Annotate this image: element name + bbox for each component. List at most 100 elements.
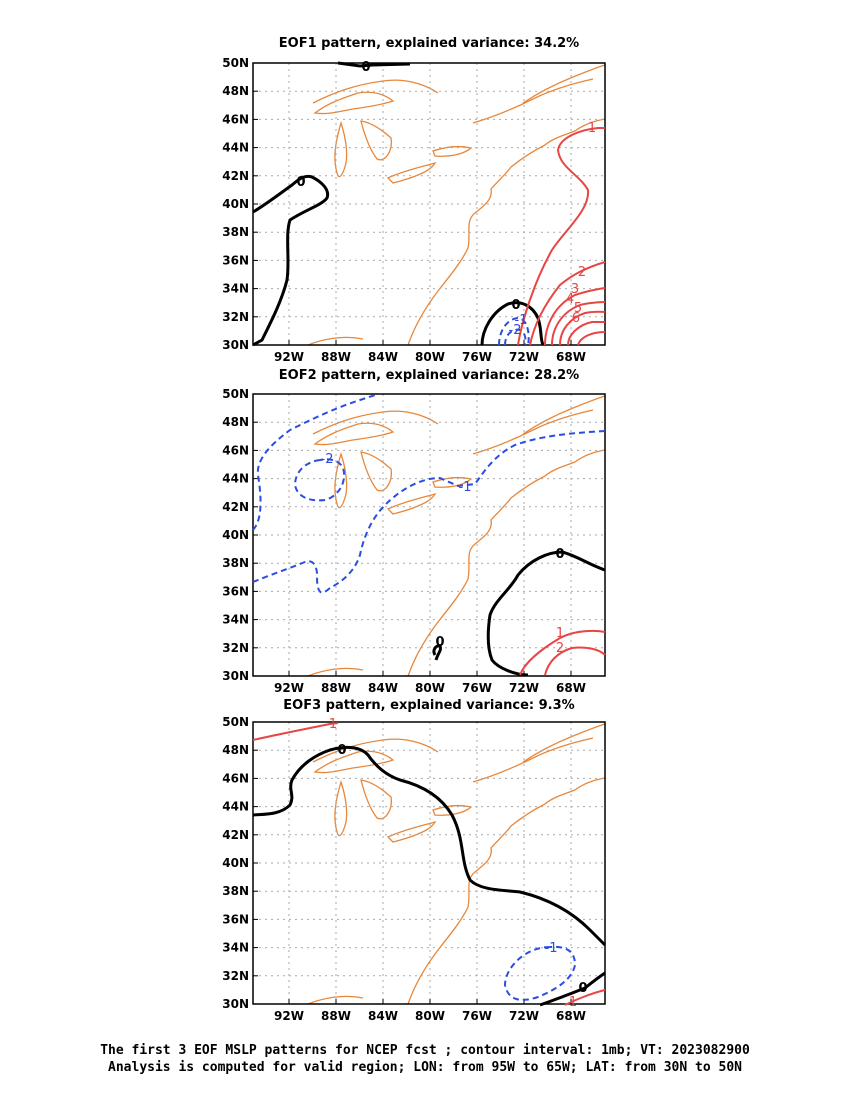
eof1-contour-labels: 0 0 0 -1 -2 1 2 3 4 5 6 bbox=[296, 60, 596, 338]
coastline-segment bbox=[307, 336, 364, 346]
eof2-label-pos1: 1 bbox=[556, 626, 564, 641]
lat-tick-label: 32N bbox=[222, 641, 249, 655]
eof2-pos2-contour bbox=[544, 646, 606, 676]
lat-tick-label: 30N bbox=[222, 669, 249, 683]
eof3-pos1-contour-south bbox=[564, 989, 606, 1006]
eof1-label-pos3: 3 bbox=[571, 282, 579, 297]
eof1-zero-contour-west bbox=[252, 174, 330, 347]
figure-caption: The first 3 EOF MSLP patterns for NCEP f… bbox=[0, 1042, 850, 1076]
eof3-contours bbox=[252, 722, 607, 1007]
eof2-label-neg1: -1 bbox=[459, 480, 472, 495]
lat-tick-label: 48N bbox=[222, 415, 249, 429]
lat-tick-label: 32N bbox=[222, 310, 249, 324]
lat-tick-label: 46N bbox=[222, 443, 249, 457]
lon-tick-label: 92W bbox=[274, 681, 304, 695]
lon-tick-label: 84W bbox=[368, 1009, 398, 1023]
coastline-segment bbox=[472, 737, 594, 783]
lon-tick-label: 68W bbox=[556, 681, 586, 695]
lat-tick-label: 48N bbox=[222, 84, 249, 98]
lat-tick-label: 32N bbox=[222, 969, 249, 983]
eof1-pos4-contour bbox=[551, 301, 606, 346]
lat-tick-label: 40N bbox=[222, 528, 249, 542]
lat-tick-label: 42N bbox=[222, 169, 249, 183]
lat-tick-label: 38N bbox=[222, 556, 249, 570]
coastline-segment bbox=[313, 91, 395, 115]
coastline-segment bbox=[407, 777, 606, 1005]
lat-tick-label: 40N bbox=[222, 856, 249, 870]
coastline-segment bbox=[386, 820, 437, 843]
coastline-segment bbox=[386, 492, 437, 515]
lat-tick-label: 30N bbox=[222, 997, 249, 1011]
lat-tick-label: 42N bbox=[222, 500, 249, 514]
eof2-zero-contour-small bbox=[432, 644, 442, 661]
lon-tick-label: 84W bbox=[368, 681, 398, 695]
eof1-contours bbox=[252, 61, 606, 347]
eof3-contour-labels: 1 0 -1 0 1 bbox=[329, 717, 588, 1010]
eof3-label-zero-main: 0 bbox=[337, 743, 346, 758]
coastline-segment bbox=[334, 120, 348, 178]
lon-tick-label: 92W bbox=[274, 350, 304, 364]
lon-tick-label: 72W bbox=[509, 681, 539, 695]
eof3-label-zero-south: 0 bbox=[578, 981, 587, 996]
lon-tick-label: 76W bbox=[462, 1009, 492, 1023]
eof3-neg1-contour bbox=[503, 945, 577, 1001]
eof1-coastlines bbox=[307, 64, 606, 346]
eof1-label-zero-west: 0 bbox=[296, 175, 305, 190]
lat-tick-label: 48N bbox=[222, 743, 249, 757]
coastline-segment bbox=[386, 161, 437, 184]
eof3-label-neg1: -1 bbox=[545, 941, 558, 956]
lat-tick-label: 42N bbox=[222, 828, 249, 842]
eof3-map: 50N 48N 46N 44N 42N 40N 38N 36N 34N 32N 30N 92W 88W 8… bbox=[222, 715, 607, 1023]
coastline-segment bbox=[472, 78, 594, 124]
eof1-label-pos4: 4 bbox=[566, 292, 574, 307]
eof1-label-zero-top: 0 bbox=[361, 60, 370, 75]
lat-tick-label: 44N bbox=[222, 141, 249, 155]
coastline-segment bbox=[522, 395, 606, 435]
lat-tick-label: 34N bbox=[222, 282, 249, 296]
eof1-title: EOF1 pattern, explained variance: 34.2% bbox=[278, 36, 580, 51]
eof2-title: EOF2 pattern, explained variance: 28.2% bbox=[278, 368, 580, 383]
eof2-neg1-contour-north bbox=[252, 393, 379, 531]
eof2-label-neg2: -2 bbox=[321, 452, 334, 467]
caption-line-1: The first 3 EOF MSLP patterns for NCEP f… bbox=[100, 1043, 750, 1058]
lon-tick-label: 84W bbox=[368, 350, 398, 364]
coastline-segment bbox=[472, 409, 594, 455]
lat-tick-label: 46N bbox=[222, 112, 249, 126]
coastline-segment bbox=[307, 667, 364, 677]
lat-tick-label: 46N bbox=[222, 771, 249, 785]
lat-tick-label: 36N bbox=[222, 253, 249, 267]
eof1-pos5-contour bbox=[559, 310, 606, 346]
eof1-label-pos5: 5 bbox=[574, 301, 582, 316]
caption-line-2: Analysis is computed for valid region; L… bbox=[108, 1060, 742, 1075]
coastline-segment bbox=[360, 451, 392, 492]
lat-tick-label: 34N bbox=[222, 941, 249, 955]
eof2-label-pos2: 2 bbox=[556, 641, 564, 656]
lat-tick-label: 36N bbox=[222, 912, 249, 926]
lat-tick-label: 38N bbox=[222, 225, 249, 239]
coastline-segment bbox=[407, 118, 606, 346]
eof3-grid bbox=[253, 722, 605, 1004]
lon-tick-label: 80W bbox=[415, 350, 445, 364]
lat-tick-label: 34N bbox=[222, 613, 249, 627]
lat-tick-label: 44N bbox=[222, 800, 249, 814]
lon-tick-label: 76W bbox=[462, 681, 492, 695]
coastline-segment bbox=[407, 449, 606, 677]
lat-tick-label: 36N bbox=[222, 584, 249, 598]
eof3-title: EOF3 pattern, explained variance: 9.3% bbox=[283, 698, 575, 713]
eof1-zero-contour-top bbox=[337, 61, 411, 68]
eof1-map: 50N 48N 46N 44N 42N 40N 38N 36N 34N 32N 30N 92W 88W 8… bbox=[222, 56, 606, 364]
eof1-panel: EOF1 pattern, explained variance: 34.2% … bbox=[0, 0, 850, 364]
eof3-zero-contour-south bbox=[539, 971, 606, 1007]
eof1-label-neg2: -2 bbox=[509, 323, 522, 338]
lon-tick-label: 68W bbox=[556, 1009, 586, 1023]
coastline-segment bbox=[522, 64, 606, 104]
coastline-segment bbox=[307, 995, 364, 1005]
eof3-label-pos1-north: 1 bbox=[329, 717, 337, 732]
coastline-segment bbox=[313, 750, 395, 774]
eof1-pos3-contour bbox=[544, 287, 606, 346]
lon-tick-label: 80W bbox=[415, 1009, 445, 1023]
eof1-pos6-contour bbox=[567, 321, 605, 346]
lat-tick-label: 50N bbox=[222, 715, 249, 729]
lon-tick-label: 72W bbox=[509, 1009, 539, 1023]
eof2-label-zero-east: 0 bbox=[555, 547, 564, 562]
